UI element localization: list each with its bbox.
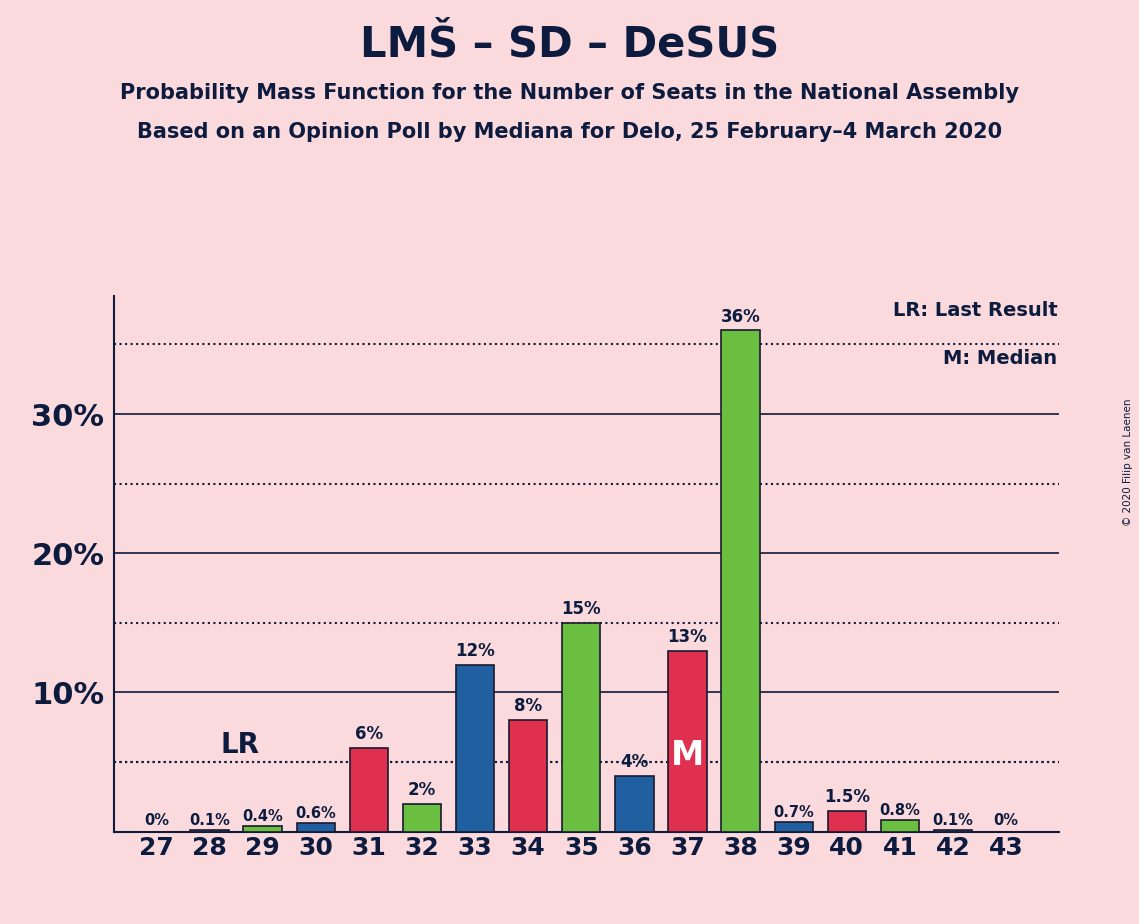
Bar: [244, 826, 281, 832]
Bar: [563, 623, 600, 832]
Text: 0.8%: 0.8%: [879, 803, 920, 819]
Text: 36%: 36%: [721, 308, 761, 325]
Text: © 2020 Filip van Laenen: © 2020 Filip van Laenen: [1123, 398, 1133, 526]
Text: LR: Last Result: LR: Last Result: [893, 301, 1057, 320]
Text: 0.4%: 0.4%: [243, 808, 282, 824]
Bar: [934, 830, 973, 832]
Bar: [296, 823, 335, 832]
Text: LR: LR: [220, 731, 259, 759]
Text: 4%: 4%: [621, 753, 648, 771]
Text: 2%: 2%: [408, 781, 436, 799]
Text: 13%: 13%: [667, 627, 707, 646]
Bar: [880, 821, 919, 832]
Text: 1.5%: 1.5%: [823, 788, 870, 806]
Text: M: Median: M: Median: [943, 349, 1057, 369]
Bar: [615, 776, 654, 832]
Text: 15%: 15%: [562, 600, 601, 618]
Text: 0%: 0%: [993, 813, 1018, 828]
Text: Probability Mass Function for the Number of Seats in the National Assembly: Probability Mass Function for the Number…: [120, 83, 1019, 103]
Bar: [669, 650, 706, 832]
Bar: [721, 331, 760, 832]
Text: 0.7%: 0.7%: [773, 805, 814, 820]
Text: LMŠ – SD – DeSUS: LMŠ – SD – DeSUS: [360, 23, 779, 65]
Bar: [775, 821, 813, 832]
Text: 12%: 12%: [456, 641, 495, 660]
Bar: [509, 720, 547, 832]
Text: 6%: 6%: [354, 725, 383, 743]
Text: 0.6%: 0.6%: [295, 806, 336, 821]
Text: 0%: 0%: [144, 813, 169, 828]
Text: M: M: [671, 739, 704, 772]
Bar: [350, 748, 388, 832]
Bar: [190, 830, 229, 832]
Bar: [403, 804, 441, 832]
Text: 8%: 8%: [514, 698, 542, 715]
Bar: [456, 664, 494, 832]
Text: Based on an Opinion Poll by Mediana for Delo, 25 February–4 March 2020: Based on an Opinion Poll by Mediana for …: [137, 122, 1002, 142]
Bar: [828, 810, 866, 832]
Text: 0.1%: 0.1%: [189, 813, 230, 828]
Text: 0.1%: 0.1%: [933, 813, 974, 828]
